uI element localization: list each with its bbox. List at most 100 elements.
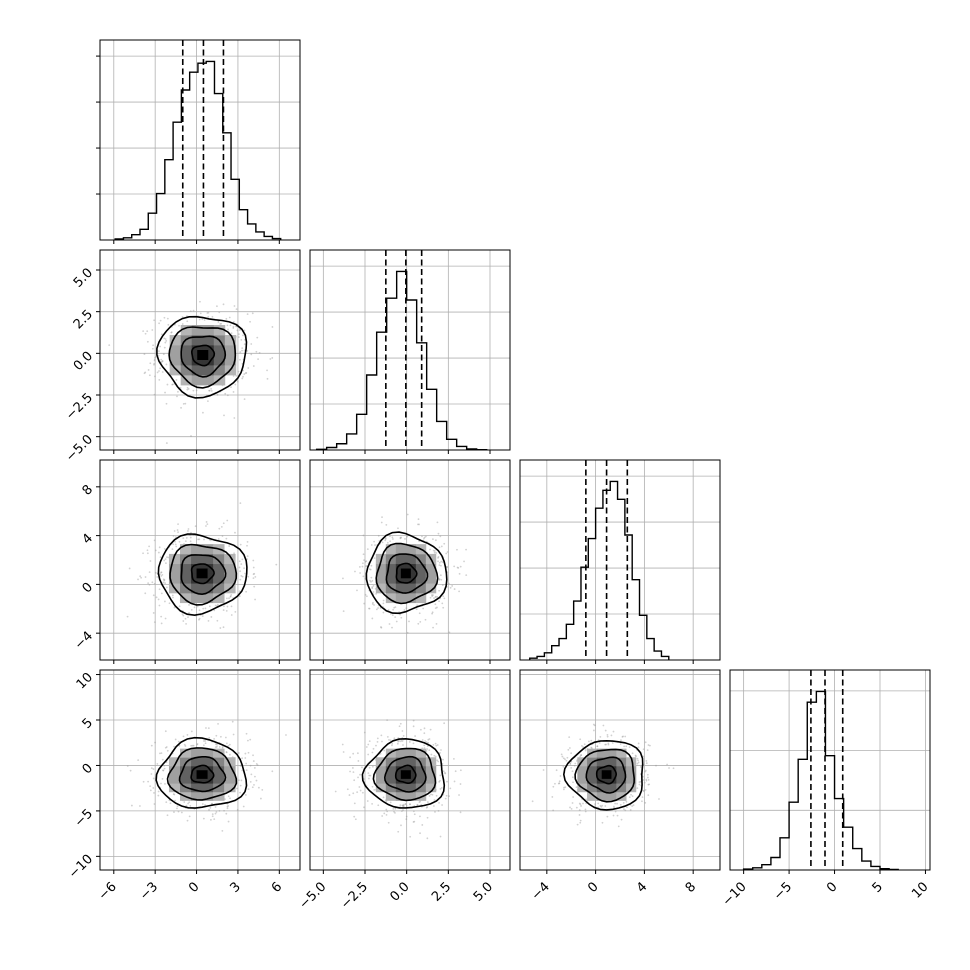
scatter-point <box>425 806 428 809</box>
scatter-point <box>108 344 111 346</box>
scatter-point <box>435 794 438 797</box>
scatter-point <box>458 590 461 593</box>
scatter-point <box>432 805 435 807</box>
scatter-point <box>137 759 140 762</box>
scatter-point <box>179 386 182 389</box>
scatter-point <box>218 527 221 530</box>
y-tick-label: −10 <box>66 852 96 882</box>
scatter-point <box>459 783 462 785</box>
scatter-point <box>365 560 368 563</box>
panel-frame <box>99 459 301 661</box>
scatter-point <box>438 780 441 783</box>
density-cell <box>415 583 427 594</box>
scatter-point <box>190 435 192 437</box>
density-cell <box>415 765 427 775</box>
scatter-point <box>144 332 147 335</box>
y-tick-label: 5.0 <box>71 265 96 290</box>
scatter-point <box>457 567 460 569</box>
scatter-point <box>621 735 624 738</box>
scatter-point <box>453 565 456 568</box>
density-cell <box>596 748 607 758</box>
density-cell <box>213 325 226 336</box>
scatter-point <box>254 598 256 601</box>
scatter-point <box>189 310 192 313</box>
scatter-point <box>398 740 401 742</box>
scatter-point <box>158 588 161 591</box>
scatter-point <box>439 835 442 838</box>
scatter-point <box>243 567 245 570</box>
scatter-point <box>427 741 430 744</box>
scatter-point <box>160 333 163 336</box>
scatter-point <box>177 390 179 393</box>
density-cell <box>415 757 427 767</box>
scatter-point <box>440 564 442 567</box>
scatter-point <box>246 313 249 316</box>
scatter-point <box>426 748 429 750</box>
scatter-point <box>459 565 462 568</box>
density-cell <box>385 573 397 584</box>
density-peak <box>197 350 209 360</box>
scatter-point <box>637 742 640 745</box>
scatter-point <box>433 597 435 600</box>
scatter-point <box>242 375 244 378</box>
density-cell <box>224 563 236 574</box>
scatter-point <box>154 355 157 358</box>
density-cell <box>425 765 437 775</box>
scatter-point <box>142 330 145 333</box>
scatter-point <box>139 575 142 578</box>
density-cell <box>375 765 387 775</box>
scatter-point <box>584 808 587 811</box>
scatter-point <box>356 752 359 755</box>
density-cell <box>395 573 407 584</box>
scatter-point <box>152 344 155 347</box>
scatter-point <box>380 626 383 629</box>
scatter-point <box>239 764 242 767</box>
scatter-point <box>191 744 194 747</box>
scatter-point <box>394 807 397 810</box>
scatter-point <box>236 808 239 811</box>
scatter-point <box>379 752 382 755</box>
scatter-point <box>266 377 269 380</box>
scatter-point <box>199 300 201 303</box>
scatter-point <box>571 776 574 779</box>
scatter-point <box>364 560 367 563</box>
scatter-point <box>221 746 224 749</box>
scatter-point <box>430 793 432 796</box>
scatter-point <box>241 349 243 352</box>
scatter-point <box>244 752 247 755</box>
scatter-point <box>164 600 166 603</box>
x-tick-label: 6 <box>269 879 285 895</box>
contour-level-1 <box>595 764 618 785</box>
scatter-point <box>252 754 254 757</box>
density-cell <box>395 783 407 793</box>
scatter-point <box>232 375 235 377</box>
density-cell <box>375 783 387 793</box>
scatter-point <box>359 773 361 776</box>
scatter-point <box>362 553 365 556</box>
scatter-point <box>256 764 259 767</box>
scatter-point <box>213 818 216 821</box>
scatter-point <box>211 802 213 805</box>
scatter-point <box>163 316 166 319</box>
scatter-point <box>150 767 153 770</box>
scatter-point <box>174 543 177 546</box>
scatter-point <box>190 531 192 534</box>
scatter-point <box>165 363 168 366</box>
scatter-point <box>619 803 622 806</box>
scatter-point <box>239 502 242 505</box>
scatter-point <box>401 804 404 807</box>
scatter-point <box>631 795 634 798</box>
density-cell <box>169 365 182 376</box>
scatter-point <box>442 606 445 609</box>
scatter-point <box>166 814 169 817</box>
scatter-point <box>414 735 417 737</box>
scatter-point <box>392 808 395 810</box>
contour-level-1 <box>394 764 417 784</box>
scatter-point <box>428 749 431 751</box>
scatter-point <box>397 527 399 530</box>
scatter-point <box>388 623 391 625</box>
y-tick-label: 0.0 <box>71 349 96 374</box>
scatter-point <box>357 760 360 762</box>
scatter-point <box>437 560 439 563</box>
scatter-point <box>207 311 210 314</box>
